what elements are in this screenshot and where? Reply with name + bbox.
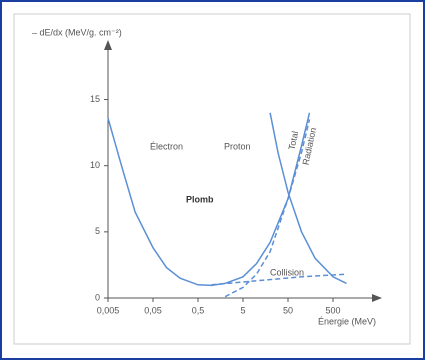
annotation: Total [286,130,300,151]
annotation: Plomb [186,194,214,204]
x-tick-label: 50 [283,305,293,315]
y-tick-label: 10 [90,160,100,170]
x-tick-label: 0,5 [192,305,205,315]
series-label: Collision [270,267,304,277]
y-axis-label: – dE/dx (MeV/g. cm⁻²) [32,27,122,37]
series-line [269,112,347,285]
y-tick-label: 5 [95,226,100,236]
y-tick-label: 0 [95,292,100,302]
series-line [211,273,347,286]
series-label: Électron [150,141,183,151]
series-line [224,119,311,298]
x-tick-label: 5 [240,305,245,315]
x-axis-label: Énergie (MeV) [318,316,376,326]
x-tick-label: 0,005 [97,305,120,315]
y-tick-label: 15 [90,94,100,104]
series-label: Proton [224,141,251,151]
x-tick-label: 0,05 [144,305,162,315]
x-arrow [372,294,382,302]
x-tick-label: 500 [325,305,340,315]
y-arrow [104,40,112,50]
series-line [107,112,311,287]
series-label: Radiation [300,127,318,166]
inner-box [13,13,411,345]
